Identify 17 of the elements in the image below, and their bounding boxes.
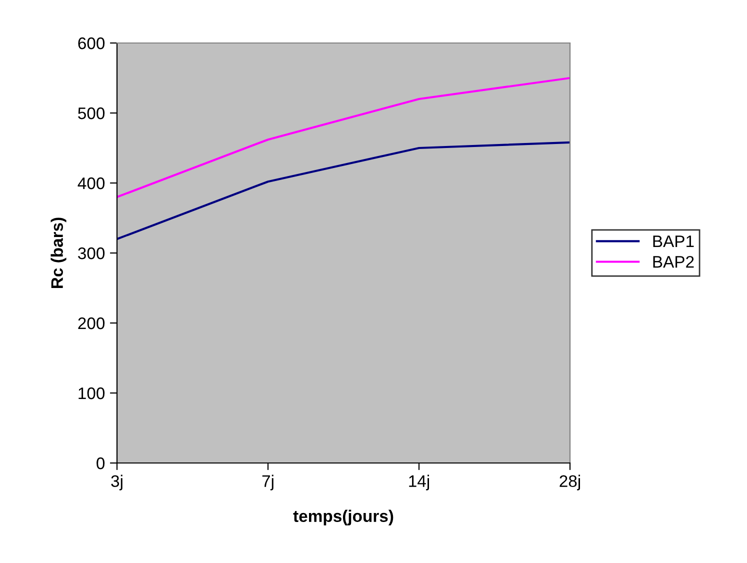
legend-label: BAP1 (653, 236, 694, 248)
y-axis-title: Rc (bars) (50, 218, 66, 288)
x-tick-label: 28j (560, 474, 580, 490)
x-tick-label: 14j (409, 474, 429, 490)
legend-label: BAP2 (653, 256, 694, 268)
line-series (117, 141, 570, 240)
y-tick-label: 100 (78, 387, 105, 400)
x-tick-label: 7j (262, 474, 274, 490)
y-tick-label: 600 (78, 37, 105, 50)
y-tick-label: 400 (78, 177, 105, 190)
y-tick-label: 300 (78, 247, 105, 260)
y-tick-label: 200 (78, 317, 105, 330)
y-tick-label: 500 (78, 107, 105, 120)
x-tick-label: 3j (111, 474, 122, 490)
line-series (117, 76, 570, 198)
y-tick-label: 0 (96, 457, 105, 470)
x-axis-title: temps(jours) (293, 510, 394, 526)
